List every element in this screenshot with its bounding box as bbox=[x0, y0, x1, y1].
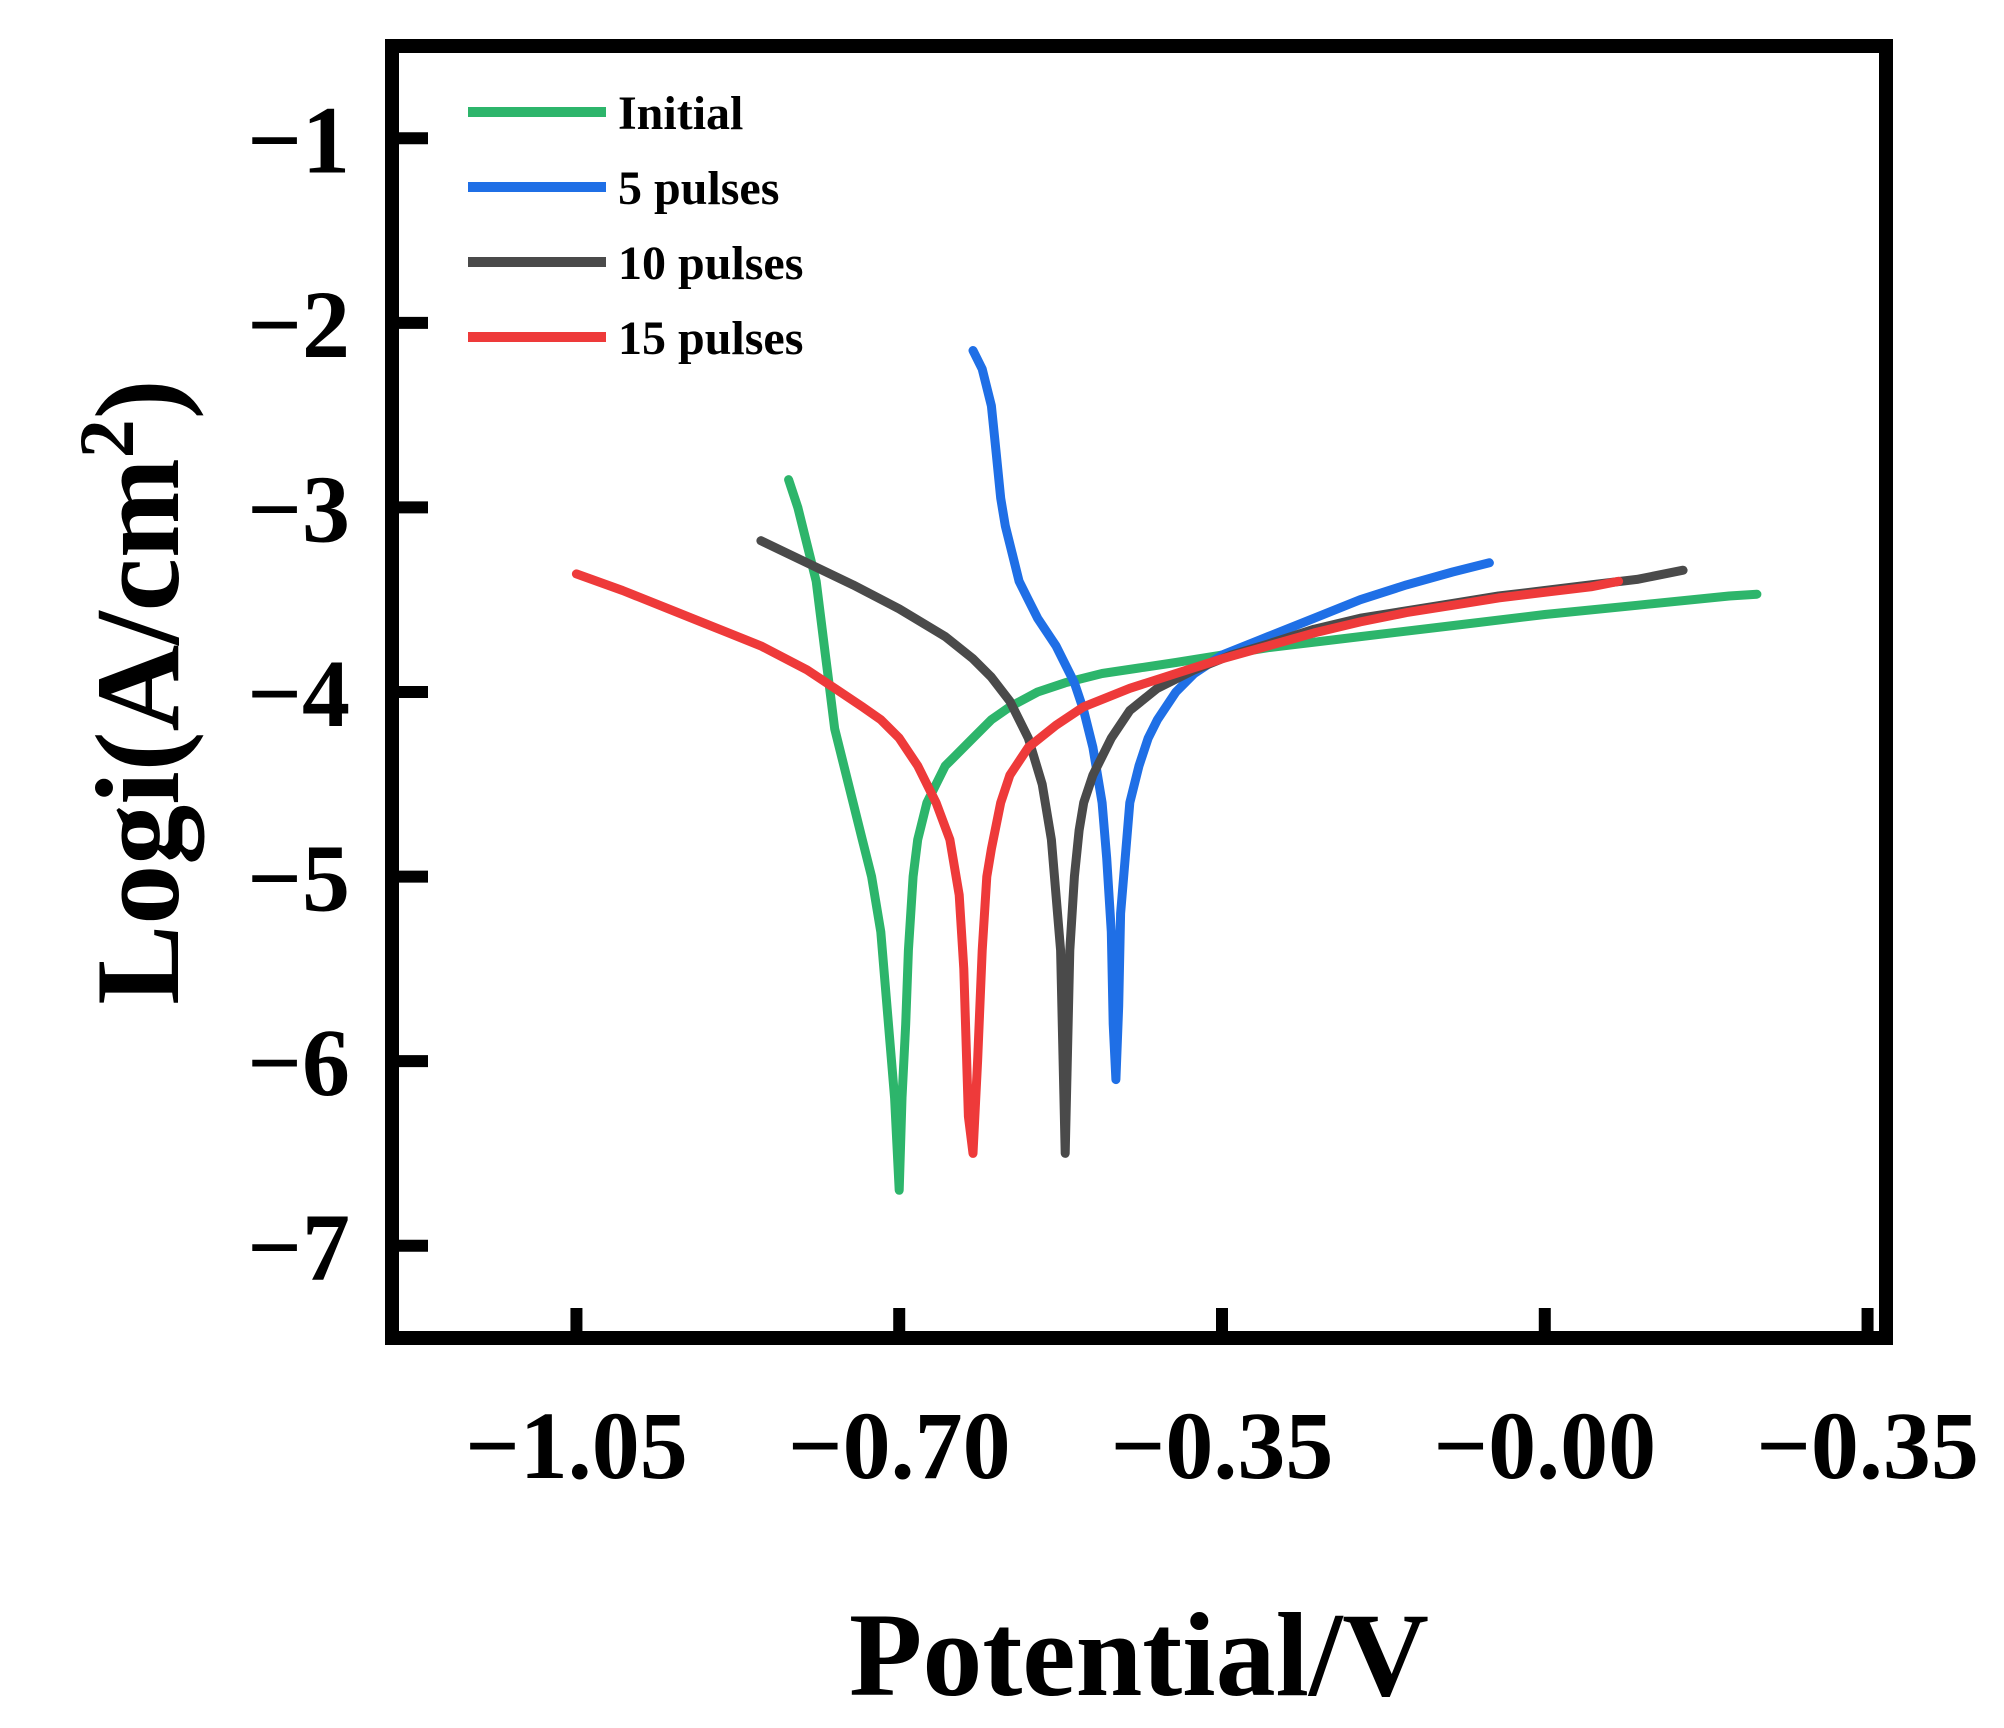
series-layer bbox=[571, 346, 1762, 1195]
legend-label: Initial bbox=[618, 87, 743, 140]
y-tick-label: −7 bbox=[247, 1194, 350, 1301]
x-axis-title: Potential/V bbox=[849, 1588, 1429, 1721]
y-axis-title-close: ) bbox=[71, 379, 204, 419]
y-tick-label: −4 bbox=[247, 640, 350, 747]
series-line-15-pulses bbox=[571, 569, 1624, 1158]
series-line-10-pulses bbox=[756, 536, 1688, 1158]
series-line-5-pulses bbox=[968, 346, 1494, 1085]
y-axis-title: Logi(A/cm2) bbox=[63, 379, 205, 1005]
x-tick-label: −0.70 bbox=[788, 1392, 1011, 1499]
y-tick-label: −6 bbox=[247, 1009, 350, 1116]
ticks-layer: −1.05 −0.70 −0.35 −0.00 −0.35 −1 −2 −3 −4 −5 −6 −7 bbox=[247, 86, 1979, 1499]
y-tick-label: −1 bbox=[247, 86, 350, 193]
y-axis-title-superscript: 2 bbox=[63, 419, 150, 458]
legend-label: 10 pulses bbox=[618, 237, 803, 290]
x-tick-label: −0.00 bbox=[1433, 1392, 1656, 1499]
y-tick-label: −3 bbox=[247, 455, 350, 562]
legend-label: 5 pulses bbox=[618, 162, 779, 215]
x-tick-label: −0.35 bbox=[1756, 1392, 1979, 1499]
plot-frame bbox=[385, 39, 1893, 1345]
legend-label: 15 pulses bbox=[618, 312, 803, 365]
x-tick-label: −0.35 bbox=[1111, 1392, 1334, 1499]
y-tick-label: −5 bbox=[247, 825, 350, 932]
legend: Initial 5 pulses 10 pulses 15 pulses bbox=[468, 87, 803, 365]
y-tick-label: −2 bbox=[247, 271, 350, 378]
y-axis-title-main: Logi(A/cm bbox=[71, 458, 205, 1005]
x-tick-label: −1.05 bbox=[465, 1392, 688, 1499]
